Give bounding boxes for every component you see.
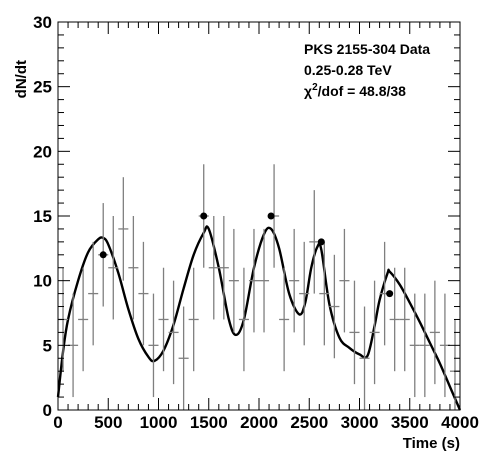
x-tick-label: 1500 xyxy=(190,413,228,432)
chi-superscript: 2 xyxy=(312,82,318,93)
annotation-line-3: χ2/dof = 48.8/38 xyxy=(304,82,406,99)
data-point xyxy=(208,216,219,320)
x-tick-label: 1000 xyxy=(140,413,178,432)
highlighted-point xyxy=(386,290,394,298)
x-tick-label: 4000 xyxy=(441,413,479,432)
annotation-line-2: 0.25-0.28 TeV xyxy=(304,62,392,78)
data-point xyxy=(138,241,149,346)
data-point xyxy=(178,306,189,410)
highlighted-point xyxy=(200,212,208,220)
data-point xyxy=(349,280,360,385)
plot-frame xyxy=(57,21,461,411)
data-point xyxy=(449,319,460,410)
data-points-layer xyxy=(58,164,460,410)
x-axis-label: Time (s) xyxy=(403,435,460,452)
data-point xyxy=(148,293,159,398)
data-point xyxy=(218,216,229,320)
annotation-block: PKS 2155-304 Data 0.25-0.28 TeV χ2/dof =… xyxy=(304,41,430,99)
y-tick-label: 5 xyxy=(43,336,52,355)
data-point xyxy=(259,228,270,333)
data-point xyxy=(429,280,440,385)
data-point xyxy=(369,280,380,385)
y-tick-label: 30 xyxy=(33,13,52,32)
data-point xyxy=(158,267,169,372)
chi-value: /dof = 48.8/38 xyxy=(318,83,407,99)
data-point xyxy=(399,267,410,372)
data-point xyxy=(309,190,320,294)
data-point xyxy=(88,241,99,346)
data-point xyxy=(78,267,89,372)
y-tick-label: 15 xyxy=(33,207,52,226)
data-point xyxy=(339,228,350,333)
highlighted-point xyxy=(99,251,107,259)
data-point xyxy=(128,216,139,320)
data-point xyxy=(168,280,179,385)
data-point xyxy=(248,228,259,333)
x-tick-label: 500 xyxy=(94,413,122,432)
data-point xyxy=(238,267,249,372)
data-point xyxy=(409,293,420,398)
data-point xyxy=(319,241,330,346)
highlighted-point xyxy=(267,212,275,220)
data-point xyxy=(228,228,239,333)
y-axis-label: dN/dt xyxy=(13,60,30,98)
y-tick-label: 10 xyxy=(33,272,52,291)
annotation-line-1: PKS 2155-304 Data xyxy=(304,41,430,57)
x-tick-label: 3000 xyxy=(341,413,379,432)
data-point xyxy=(329,254,340,359)
data-point xyxy=(359,306,370,410)
x-tick-label: 0 xyxy=(53,413,62,432)
x-tick-label: 3500 xyxy=(391,413,429,432)
x-tick-label: 2000 xyxy=(240,413,278,432)
chi-symbol: χ xyxy=(304,83,312,99)
data-point xyxy=(289,228,300,333)
data-point xyxy=(299,241,310,346)
y-tick-label: 20 xyxy=(33,142,52,161)
data-point xyxy=(419,293,430,398)
axes-layer: 0 500 1000 1500 2000 2500 3000 3500 400005101520… xyxy=(33,13,479,432)
y-tick-label: 25 xyxy=(33,78,52,97)
data-point xyxy=(118,177,129,281)
y-tick-label: 0 xyxy=(43,401,52,420)
x-tick-label: 2500 xyxy=(290,413,328,432)
data-point xyxy=(389,267,400,372)
data-point xyxy=(108,216,119,320)
data-point xyxy=(279,267,290,372)
highlighted-point xyxy=(317,238,325,246)
fit-curve xyxy=(56,225,462,411)
data-point xyxy=(188,267,199,372)
fit-curve-layer xyxy=(56,225,462,411)
